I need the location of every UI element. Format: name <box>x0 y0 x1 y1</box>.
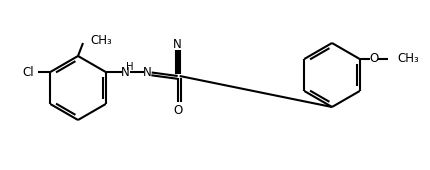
Text: N: N <box>173 38 182 52</box>
Text: O: O <box>369 53 378 65</box>
Text: Cl: Cl <box>23 65 34 79</box>
Text: N: N <box>143 65 152 79</box>
Text: O: O <box>173 104 182 116</box>
Text: CH₃: CH₃ <box>398 53 419 65</box>
Text: N: N <box>121 65 130 79</box>
Text: CH₃: CH₃ <box>90 33 112 47</box>
Text: H: H <box>126 62 134 72</box>
